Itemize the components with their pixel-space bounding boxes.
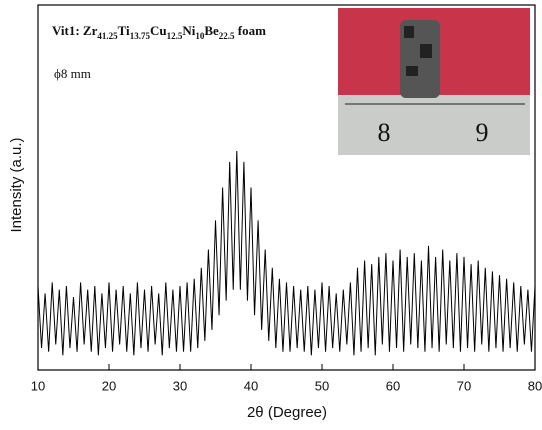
formula-subscript: 10 (195, 31, 205, 41)
annotation: ϕ8 mm (54, 66, 91, 81)
y-axis-label: Intensity (a.u.) (8, 137, 25, 232)
x-axis-label: 2θ (Degree) (247, 404, 327, 421)
x-tick-label: 10 (31, 378, 45, 393)
inset-label: 8 (378, 118, 391, 147)
formula-subscript: 22.5 (219, 31, 235, 41)
x-tick-label: 20 (102, 378, 116, 393)
xrd-line (37, 150, 536, 356)
formula-part: Cu (150, 23, 167, 38)
inset-photo: 8 9 (338, 8, 530, 155)
formula: Vit1: Zr41.25​Ti13.75​Cu12.5​Ni10​Be22.5… (52, 23, 266, 41)
x-tick-label: 40 (244, 378, 258, 393)
formula-subscript: 41.25 (97, 31, 118, 41)
formula-subscript: 12.5 (167, 31, 183, 41)
x-tick-label: 70 (457, 378, 471, 393)
formula-part: Vit1: Zr (52, 23, 98, 38)
inset-label: 9 (476, 118, 489, 147)
x-tick-label: 30 (173, 378, 187, 393)
formula-part: foam (235, 23, 267, 38)
formula-subscript: 13.75 (130, 31, 151, 41)
x-tick-label: 80 (528, 378, 542, 393)
plot-frame (37, 4, 536, 371)
formula-part: Ni (182, 23, 195, 38)
formula-part: Be (204, 23, 219, 38)
formula-part: Ti (118, 23, 130, 38)
x-tick-label: 50 (315, 378, 329, 393)
x-tick-label: 60 (386, 378, 400, 393)
